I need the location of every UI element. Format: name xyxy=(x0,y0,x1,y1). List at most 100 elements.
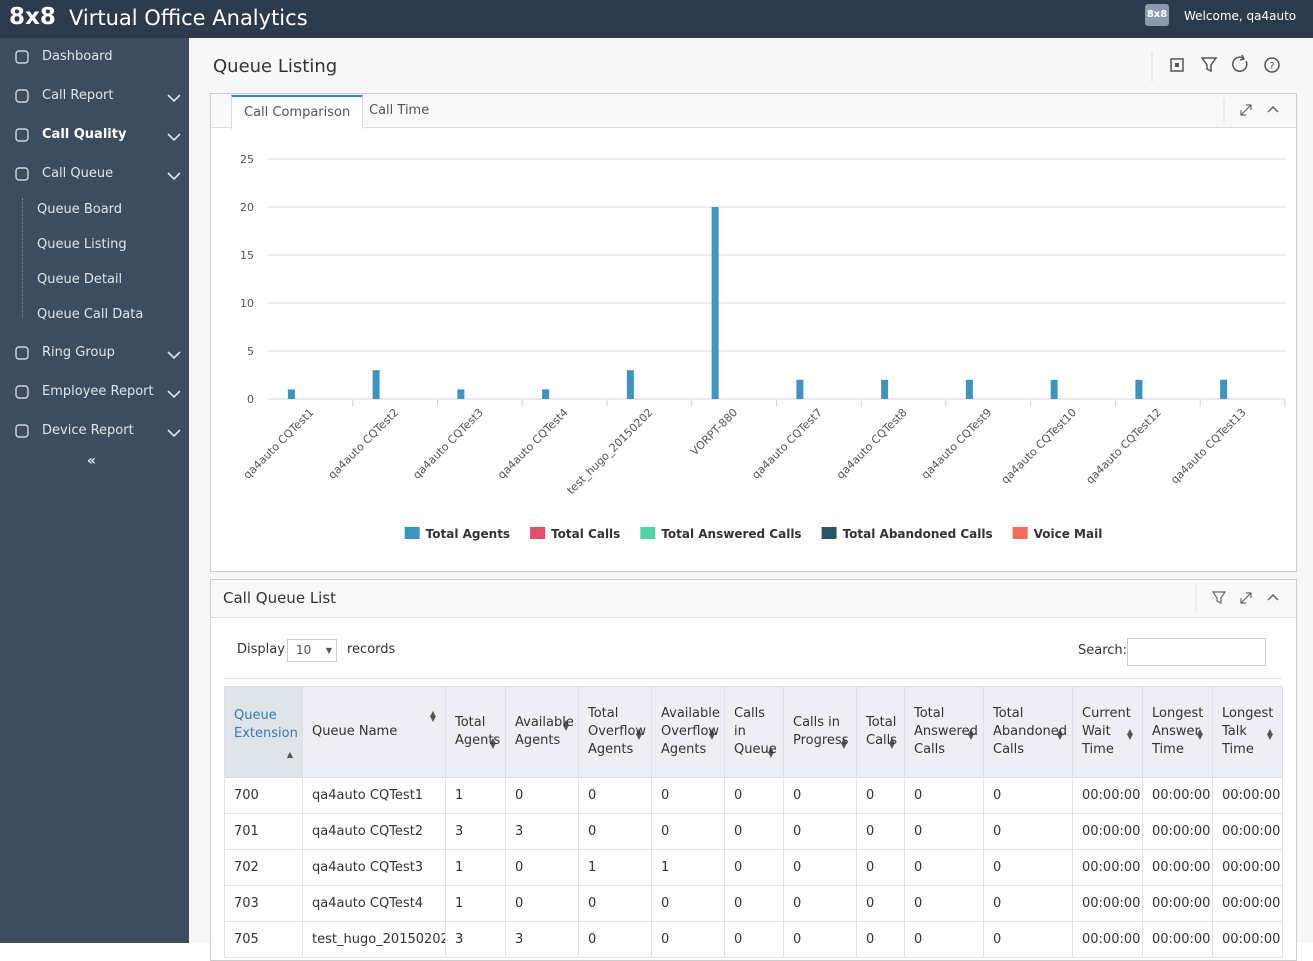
records-label: records xyxy=(347,642,396,657)
table-cell: 3 xyxy=(445,921,506,958)
column-header[interactable]: Current Wait Time ▲ ▼ xyxy=(1072,686,1143,778)
legend-item[interactable]: Voice Mail xyxy=(1012,527,1103,541)
table-cell: 00:00:00 xyxy=(1142,777,1213,814)
bar xyxy=(626,370,634,399)
table-cell: 0 xyxy=(505,777,579,814)
table-cell: 00:00:00 xyxy=(1212,885,1283,922)
x-tick-label: qa4auto CQTest8 xyxy=(834,406,910,482)
menu-icon xyxy=(15,385,29,399)
chevron[interactable] xyxy=(167,93,181,103)
x-tick-label: qa4auto CQTest4 xyxy=(495,406,571,482)
menu-item[interactable]: Call Quality xyxy=(42,127,127,142)
bar xyxy=(287,389,295,399)
legend-swatch xyxy=(1012,527,1028,539)
table-cell: qa4auto CQTest4 xyxy=(302,885,446,922)
column-header[interactable]: Available Agents ▲ ▼ xyxy=(505,686,579,778)
column-header[interactable]: Queue Name ▲ ▼ xyxy=(302,686,446,778)
column-header[interactable]: Queue Extension ▲ xyxy=(224,686,303,778)
header-text: Total Calls xyxy=(866,715,898,748)
table-cell: test_hugo_20150202 xyxy=(302,921,446,958)
submenu-item[interactable]: Queue Listing xyxy=(37,237,127,252)
page-size-select[interactable]: 10 ▼ xyxy=(287,639,337,662)
column-header[interactable]: Longest Talk Time ▲ ▼ xyxy=(1212,686,1283,778)
bar xyxy=(542,389,550,399)
menu-item[interactable]: Call Queue xyxy=(42,166,114,181)
column-header[interactable]: Total Agents ▲ ▼ xyxy=(445,686,506,778)
bar xyxy=(1135,379,1143,399)
x-tick-label: qa4auto CQTest13 xyxy=(1168,406,1249,487)
table-cell: 1 xyxy=(445,885,506,922)
icon-shape xyxy=(15,167,29,181)
column-header[interactable]: Longest Answer Time ▲ ▼ xyxy=(1142,686,1213,778)
welcome[interactable]: Welcome, qa4auto xyxy=(1184,9,1297,23)
collapse-button[interactable]: « xyxy=(87,453,97,469)
column-header[interactable]: Available Overflow Agents ▲ ▼ xyxy=(651,686,725,778)
table-cell: 705 xyxy=(224,921,303,958)
table-cell: 0 xyxy=(983,921,1073,958)
chevron-path xyxy=(167,172,181,181)
tab-bar xyxy=(211,94,1296,128)
sort-icon: ▲ ▼ xyxy=(1266,727,1273,741)
column-header[interactable]: Calls in Progress ▲ ▼ xyxy=(783,686,857,778)
column-header[interactable]: Total Abandoned Calls ▲ ▼ xyxy=(983,686,1073,778)
toolbar-icons[interactable]: ? xyxy=(1150,52,1290,82)
search-label: Search: xyxy=(1078,643,1128,658)
table-row: 700 qa4auto CQTest1 1 0 0 0 0 0 0 0 0 00:00:00 00:00… xyxy=(224,777,1283,814)
legend-item[interactable]: Total Calls xyxy=(530,527,620,541)
legend-label: Total Abandoned Calls xyxy=(843,527,993,541)
header-text: Available Agents xyxy=(515,715,574,748)
table-cell: 0 xyxy=(983,777,1073,814)
table-cell: 00:00:00 xyxy=(1142,813,1213,850)
bar xyxy=(796,379,804,399)
legend-item[interactable]: Total Abandoned Calls xyxy=(821,527,993,541)
menu-item[interactable]: Call Report xyxy=(42,88,114,103)
table-cell: 00:00:00 xyxy=(1212,813,1283,850)
x-tick-label: qa4auto CQTest2 xyxy=(326,406,402,482)
column-header[interactable]: Calls in Queue ▲ ▼ xyxy=(724,686,784,778)
icon-shape xyxy=(15,89,29,103)
menu-item[interactable]: Employee Report xyxy=(42,384,154,399)
chevron[interactable] xyxy=(167,350,181,360)
legend-item[interactable]: Total Agents xyxy=(404,527,510,541)
chevron[interactable] xyxy=(167,428,181,438)
table-cell: 0 xyxy=(856,921,905,958)
submenu-item[interactable]: Queue Detail xyxy=(37,272,123,287)
column-header[interactable]: Total Calls ▲ ▼ xyxy=(856,686,905,778)
app-title: Virtual Office Analytics xyxy=(69,6,308,30)
avatar[interactable]: 8x8 xyxy=(1145,4,1169,26)
chevron[interactable] xyxy=(167,132,181,142)
panel-header xyxy=(211,580,1296,618)
page-size: 10 xyxy=(296,643,312,657)
chevron-path xyxy=(167,351,181,360)
table-cell: 3 xyxy=(505,921,579,958)
submenu-item[interactable]: Queue Call Data xyxy=(37,307,144,322)
menu-item[interactable]: Ring Group xyxy=(42,345,115,360)
tab[interactable]: Call Comparison xyxy=(231,95,364,129)
menu-icon xyxy=(15,167,29,181)
bar xyxy=(1050,379,1058,399)
table-cell: qa4auto CQTest3 xyxy=(302,849,446,886)
table-cell: 00:00:00 xyxy=(1142,849,1213,886)
chevron[interactable] xyxy=(167,389,181,399)
panel-controls[interactable] xyxy=(1195,585,1293,611)
table-cell: 0 xyxy=(505,849,579,886)
table-cell: 00:00:00 xyxy=(1072,849,1143,886)
svg-text:?: ? xyxy=(1269,61,1274,72)
column-header[interactable]: Total Answered Calls ▲ ▼ xyxy=(904,686,984,778)
x-tick-label: test_hugo_20150202 xyxy=(564,406,655,497)
bar xyxy=(711,207,719,399)
tab[interactable]: Call Time xyxy=(369,103,430,118)
legend-item[interactable]: Total Answered Calls xyxy=(640,527,802,541)
chevron[interactable] xyxy=(167,171,181,181)
chart-panel: Call Comparison Call Time 0 5 10 15 20 25 qa4a… xyxy=(210,93,1297,572)
logo[interactable]: 8x8 xyxy=(9,4,56,30)
menu-icon xyxy=(15,128,29,142)
header-text: Total Agents xyxy=(455,715,501,748)
column-header[interactable]: Total Overflow Agents ▲ ▼ xyxy=(578,686,652,778)
submenu-item[interactable]: Queue Board xyxy=(37,202,123,217)
menu-item[interactable]: Device Report xyxy=(42,423,134,438)
menu-item[interactable]: Dashboard xyxy=(42,49,113,64)
table-panel: Call Queue List Display 10 ▼ records Sear… xyxy=(210,579,1297,961)
search-input[interactable] xyxy=(1127,638,1266,666)
panel-controls[interactable] xyxy=(1223,98,1293,122)
